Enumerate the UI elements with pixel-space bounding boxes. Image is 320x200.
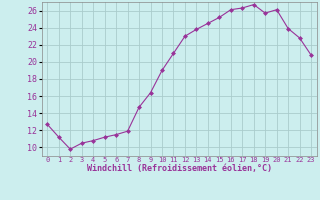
X-axis label: Windchill (Refroidissement éolien,°C): Windchill (Refroidissement éolien,°C): [87, 164, 272, 173]
